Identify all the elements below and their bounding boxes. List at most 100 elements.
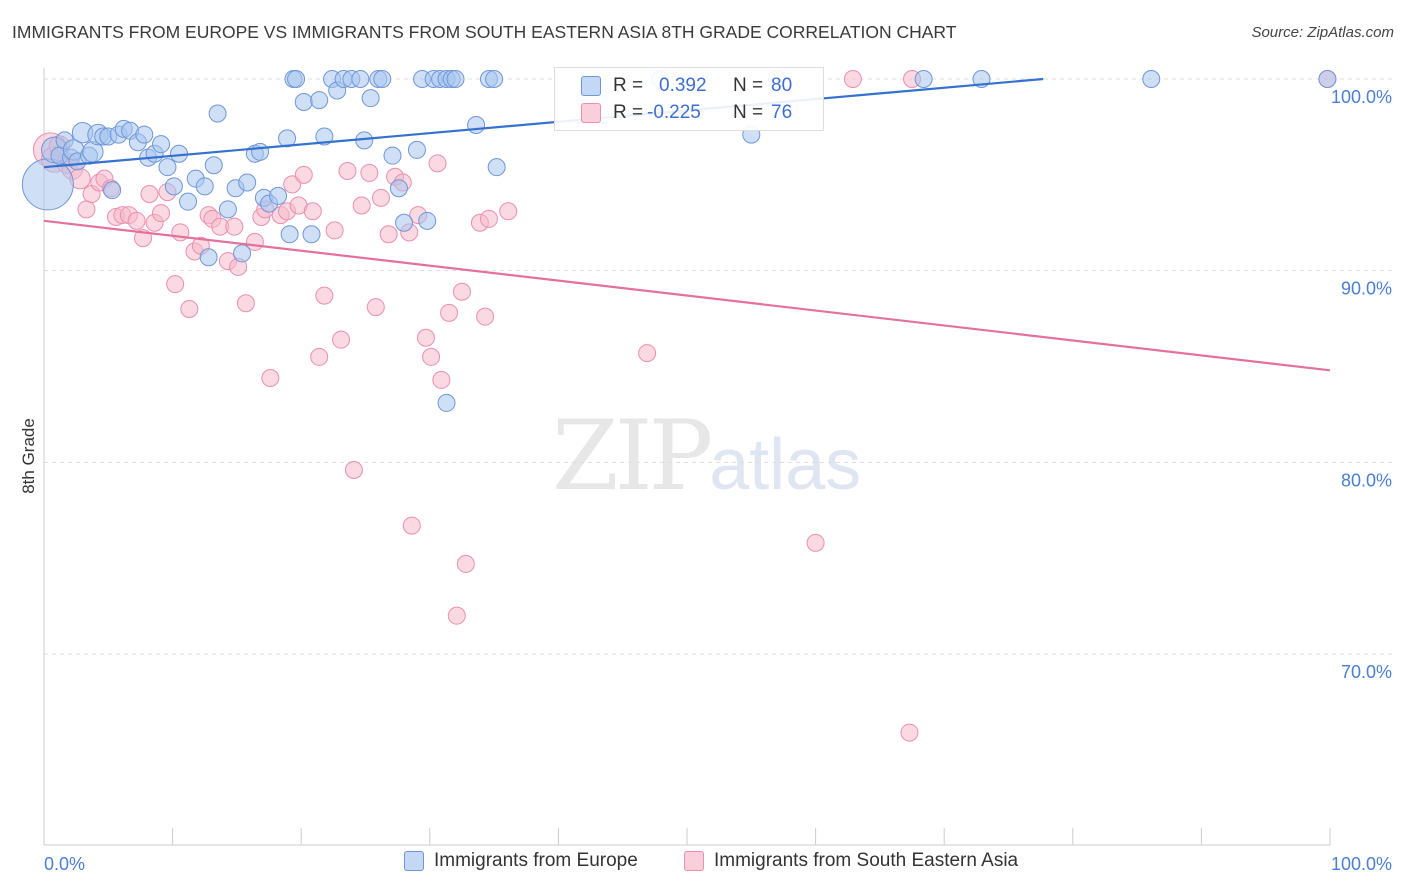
seasia-point — [366, 298, 385, 317]
source-label: Source: ZipAtlas.com — [1251, 24, 1394, 41]
y-tick-label: 80.0% — [1341, 470, 1392, 490]
seasia-point — [344, 461, 363, 479]
seasia-point — [428, 154, 447, 173]
tick-labels: 70.0% 80.0% 90.0% 100.0% 0.0% 100.0% 8th Grade — [19, 87, 1392, 874]
seasia-point — [900, 723, 919, 742]
stats-r-europe: 0.392 — [659, 75, 707, 96]
seasia-point — [422, 347, 441, 366]
chart-title: IMMIGRANTS FROM EUROPE VS IMMIGRANTS FRO… — [12, 22, 957, 42]
y-tick-label: 100.0% — [1331, 87, 1392, 107]
y-tick-label: 70.0% — [1341, 662, 1392, 682]
europe-point — [1318, 70, 1337, 88]
legend: Immigrants from Europe Immigrants from S… — [0, 850, 1406, 880]
legend-swatch-europe — [404, 851, 424, 871]
legend-label-seasia: Immigrants from South Eastern Asia — [714, 850, 1019, 871]
europe-point — [487, 158, 506, 177]
watermark-atlas: atlas — [709, 425, 862, 505]
legend-label-europe: Immigrants from Europe — [434, 850, 638, 871]
stats-n-europe: 80 — [771, 75, 793, 96]
seasia-point — [843, 70, 862, 88]
europe-point — [103, 181, 122, 200]
europe-point — [251, 142, 270, 161]
europe-point — [152, 135, 171, 154]
seasia-point — [325, 221, 344, 240]
seasia-point — [447, 606, 466, 625]
seasia-point — [456, 554, 475, 573]
seasia-point — [77, 200, 96, 219]
europe-point — [310, 91, 329, 110]
trend-lines — [43, 77, 1331, 372]
stats-n-label: N = — [733, 75, 764, 96]
europe-point — [287, 70, 306, 88]
seasia-point — [294, 165, 313, 184]
stats-swatch-europe — [581, 76, 601, 96]
stats-r-label: R = — [613, 75, 644, 96]
seasia-point — [180, 300, 199, 318]
seasia-point — [499, 202, 518, 221]
europe-point — [395, 213, 414, 232]
europe-point — [135, 125, 154, 144]
seasia-point — [452, 282, 471, 301]
trend-line-europe — [43, 77, 1044, 169]
seasia-point — [283, 175, 302, 194]
europe-point — [208, 104, 227, 123]
watermark: ZIPatlas — [552, 400, 861, 512]
europe-point — [485, 70, 504, 88]
seasia-point — [303, 202, 322, 221]
stats-r-label: R = — [613, 102, 644, 123]
seasia-point — [338, 162, 357, 180]
legend-item-europe[interactable]: Immigrants from Europe — [404, 850, 638, 872]
europe-point — [446, 70, 465, 88]
seasia-point — [352, 196, 371, 215]
stats-box: R = 0.392 N = 80 R = -0.225 N = 76 — [554, 67, 824, 131]
europe-point — [351, 70, 370, 88]
y-tick-label: 90.0% — [1341, 279, 1392, 299]
seasia-point — [638, 344, 657, 363]
europe-point — [233, 244, 252, 263]
stats-row-europe: R = 0.392 N = 80 — [555, 72, 823, 100]
seasia-point — [371, 188, 390, 207]
europe-point — [164, 177, 183, 196]
seasia-point — [360, 163, 379, 182]
stats-swatch-seasia — [581, 103, 601, 123]
stats-n-seasia: 76 — [771, 102, 793, 123]
x-tick-label-end: 100.0% — [1331, 854, 1392, 874]
europe-point — [373, 70, 392, 88]
seasia-point — [416, 328, 435, 347]
europe-point — [1142, 70, 1161, 88]
stats-r-seasia: -0.225 — [647, 102, 701, 123]
europe-point — [315, 127, 334, 146]
stats-n-label: N = — [733, 102, 764, 123]
y-axis-label: 8th Grade — [19, 418, 38, 494]
europe-point — [294, 93, 313, 111]
europe-point — [199, 248, 218, 267]
europe-point — [407, 140, 426, 159]
europe-point — [158, 158, 177, 177]
seasia-point — [476, 307, 495, 326]
legend-item-seasia[interactable]: Immigrants from South Eastern Asia — [684, 850, 1018, 872]
seasia-point — [152, 204, 171, 223]
watermark-zip: ZIP — [552, 400, 713, 512]
seasia-point — [332, 330, 351, 349]
seasia-point — [479, 209, 498, 228]
seasia-point — [127, 211, 146, 230]
seasia-point — [236, 294, 255, 313]
europe-point — [195, 177, 214, 196]
europe-point — [218, 200, 237, 219]
x-tick-label-start: 0.0% — [44, 854, 85, 874]
europe-point — [389, 179, 408, 198]
europe-point — [280, 225, 299, 244]
europe-point — [204, 156, 223, 175]
seasia-point — [432, 370, 451, 389]
europe-point — [179, 192, 198, 211]
grid — [44, 78, 1392, 655]
seasia-point — [310, 347, 329, 366]
stats-row-seasia: R = -0.225 N = 76 — [555, 99, 823, 127]
seasia-point — [806, 533, 825, 552]
europe-point — [278, 129, 297, 148]
seasia-point — [402, 516, 421, 535]
europe-point — [269, 186, 288, 205]
seasia-point — [140, 185, 159, 203]
europe-point — [914, 70, 933, 88]
